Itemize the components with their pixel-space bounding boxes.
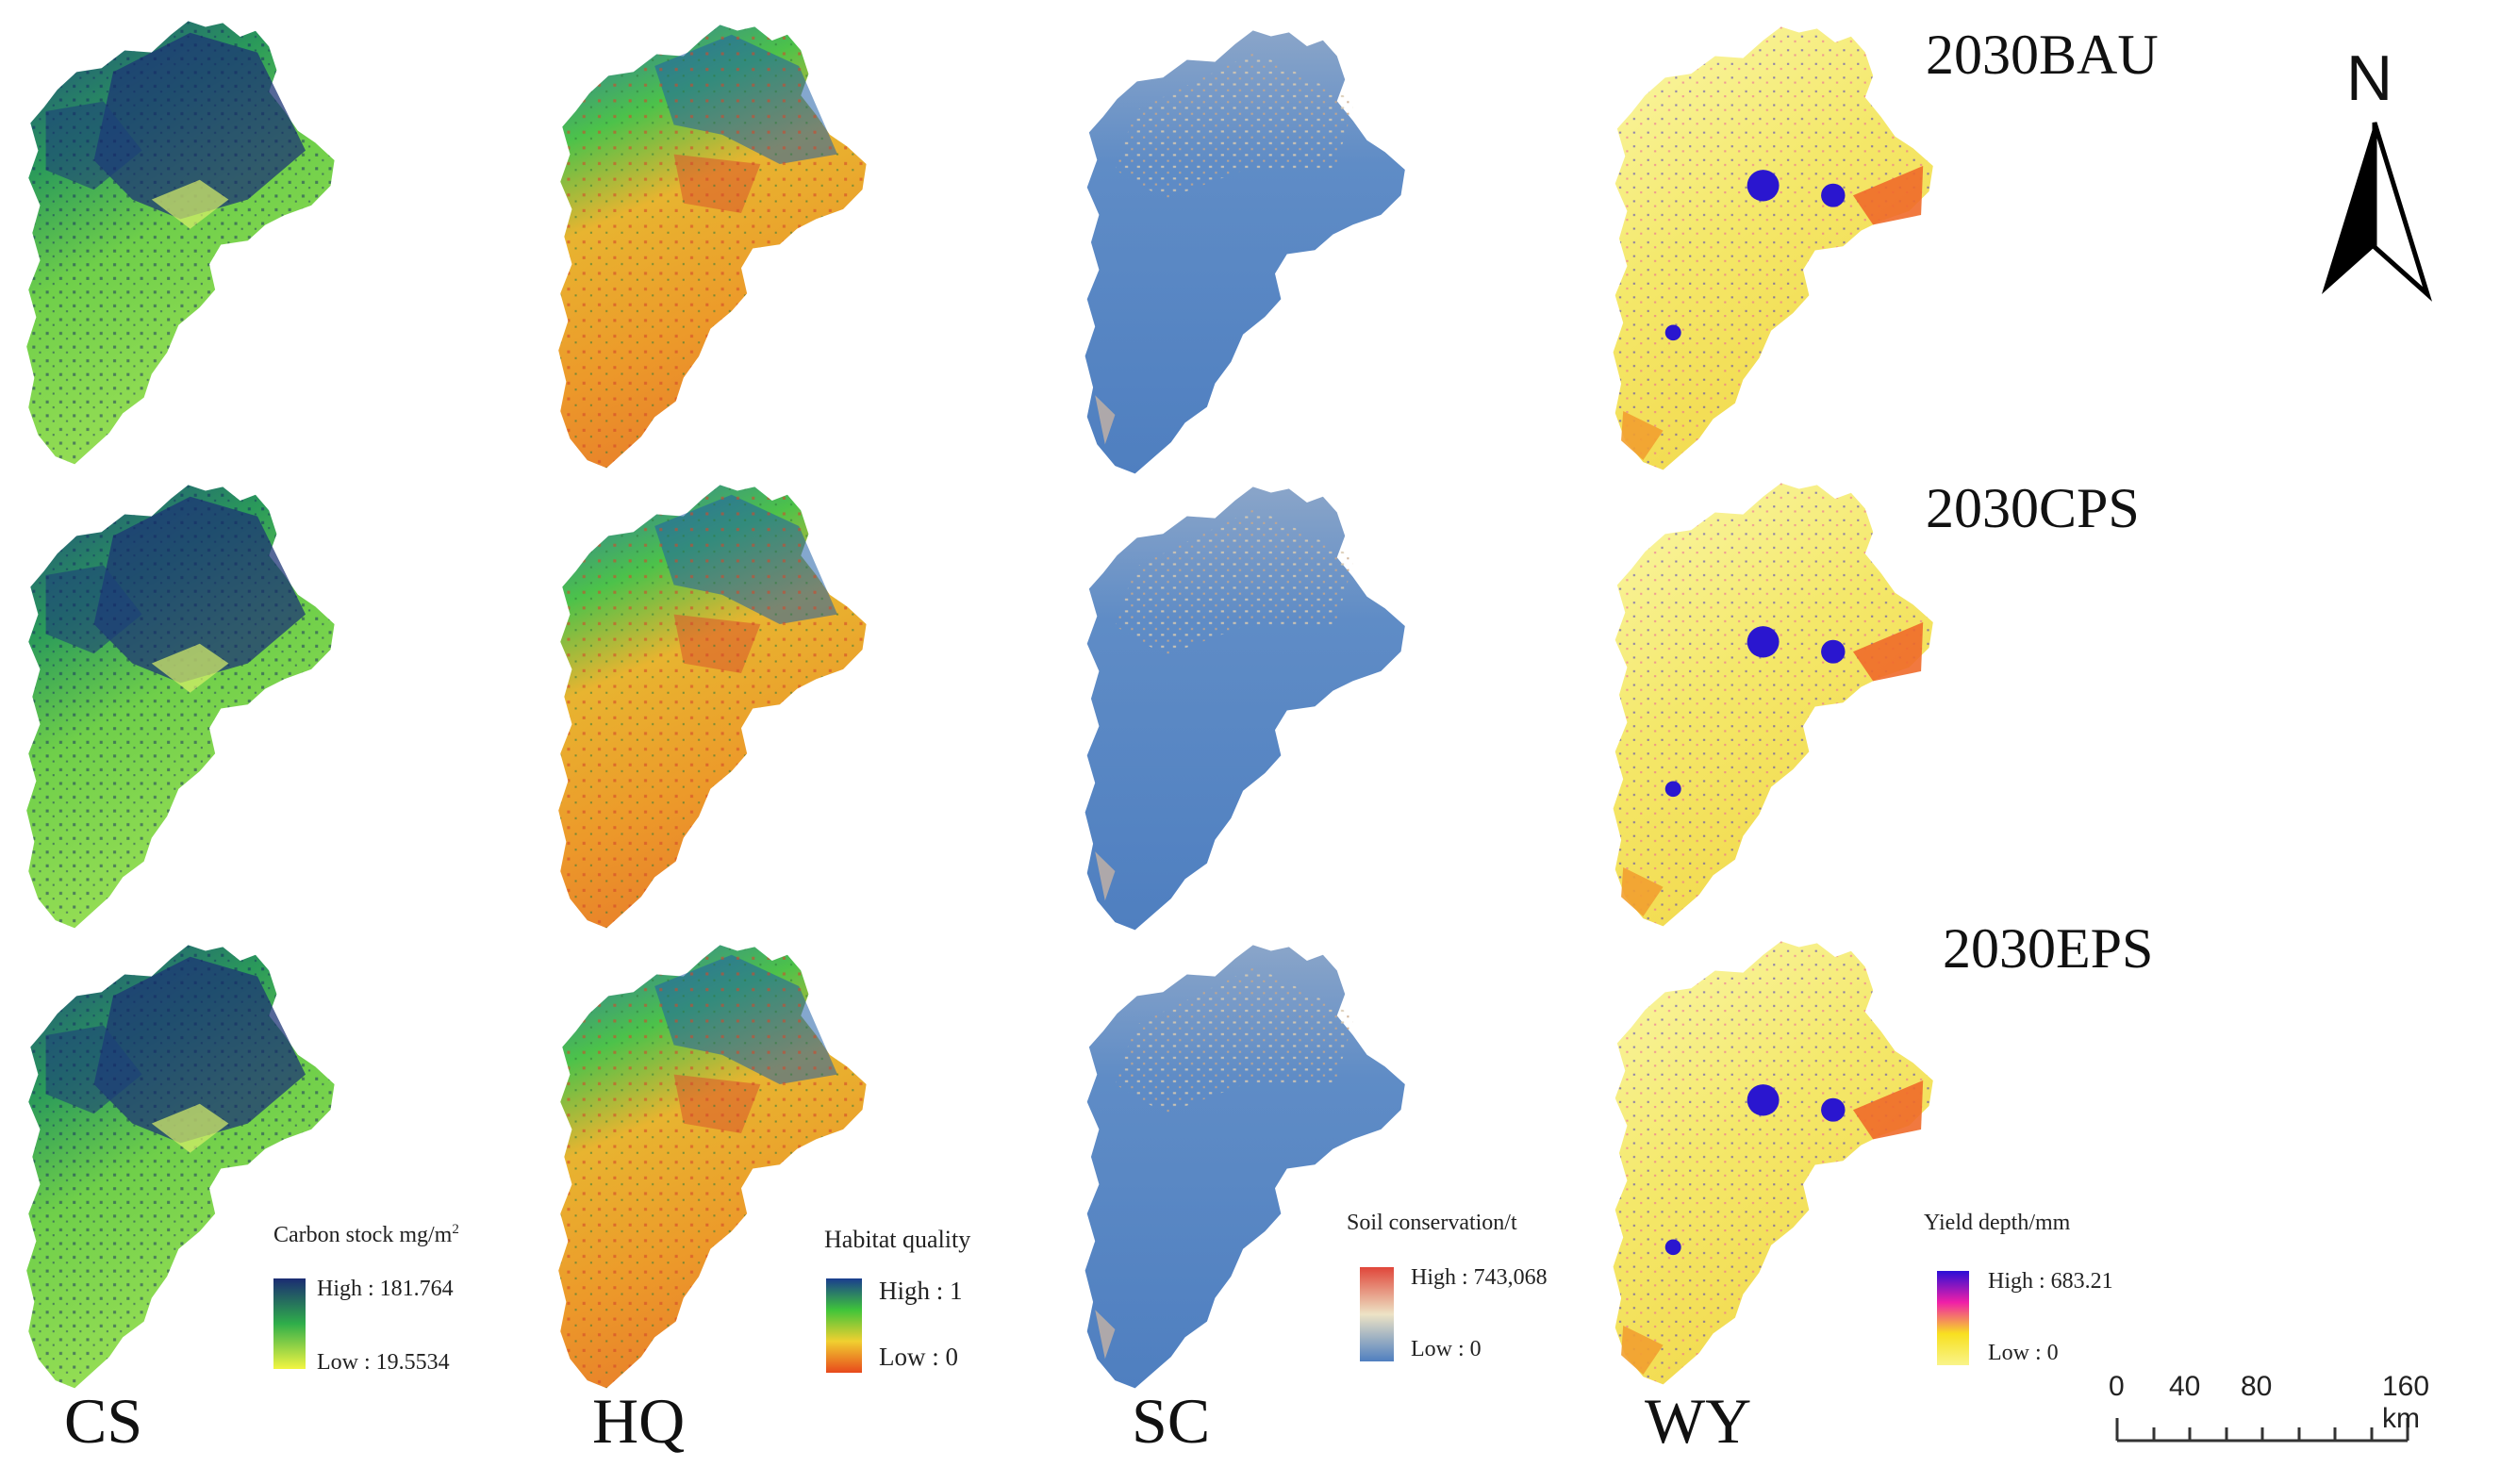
legend-high: High : 181.764 [317, 1277, 454, 1301]
scale-tick-160: 160 km [2382, 1371, 2430, 1434]
legend-low: Low : 19.5534 [317, 1350, 450, 1375]
legend-ramp [826, 1278, 862, 1373]
scale-bar-icon [2115, 1418, 2409, 1443]
legend-ramp [273, 1278, 306, 1369]
scale-tick-40: 40 [2169, 1371, 2201, 1402]
column-label-wy: WY [1645, 1385, 1752, 1457]
map-hq-2030eps [558, 945, 866, 1388]
scale-tick-80: 80 [2241, 1371, 2273, 1402]
legend-soil-conservation: Soil conservation/t High : 743,068 Low :… [1347, 1211, 1592, 1380]
map-wy-2030bau [1614, 26, 1933, 470]
legend-high: High : 683.21 [1988, 1269, 2113, 1294]
legend-title: Yield depth/mm [1924, 1211, 2071, 1235]
legend-ramp [1360, 1267, 1394, 1361]
column-label-cs: CS [64, 1385, 143, 1457]
map-hq-2030bau [558, 25, 866, 468]
north-label: N [2346, 42, 2393, 114]
column-label-hq: HQ [592, 1385, 686, 1457]
legend-low: Low : 0 [879, 1343, 958, 1371]
legend-low: Low : 0 [1988, 1341, 2059, 1365]
map-cs-2030bau [26, 21, 334, 464]
legend-title: Habitat quality [824, 1226, 971, 1253]
legend-high: High : 1 [879, 1277, 963, 1305]
legend-carbon-stock: Carbon stock mg/m2 High : 181.764 Low : … [273, 1222, 500, 1382]
scale-tick-0: 0 [2109, 1371, 2125, 1402]
legend-ramp [1937, 1271, 1969, 1365]
map-wy-2030eps [1614, 941, 1933, 1384]
map-cs-2030cps [26, 485, 334, 928]
legend-habitat-quality: Habitat quality High : 1 Low : 0 [824, 1226, 1013, 1386]
map-sc-2030cps [1085, 486, 1405, 930]
legend-yield-depth: Yield depth/mm High : 683.21 Low : 0 [1924, 1211, 2169, 1380]
scenario-label-bau: 2030BAU [1926, 24, 2159, 86]
legend-title: Soil conservation/t [1347, 1211, 1517, 1235]
north-arrow-icon [2322, 122, 2433, 302]
legend-low: Low : 0 [1411, 1337, 1482, 1361]
scenario-label-eps: 2030EPS [1943, 917, 2154, 980]
map-wy-2030cps [1614, 483, 1933, 926]
column-label-sc: SC [1132, 1385, 1211, 1457]
legend-title: Carbon stock mg/m2 [273, 1222, 459, 1247]
map-hq-2030cps [558, 485, 866, 928]
scenario-label-cps: 2030CPS [1926, 477, 2140, 539]
map-sc-2030bau [1085, 30, 1405, 473]
legend-high: High : 743,068 [1411, 1265, 1548, 1290]
